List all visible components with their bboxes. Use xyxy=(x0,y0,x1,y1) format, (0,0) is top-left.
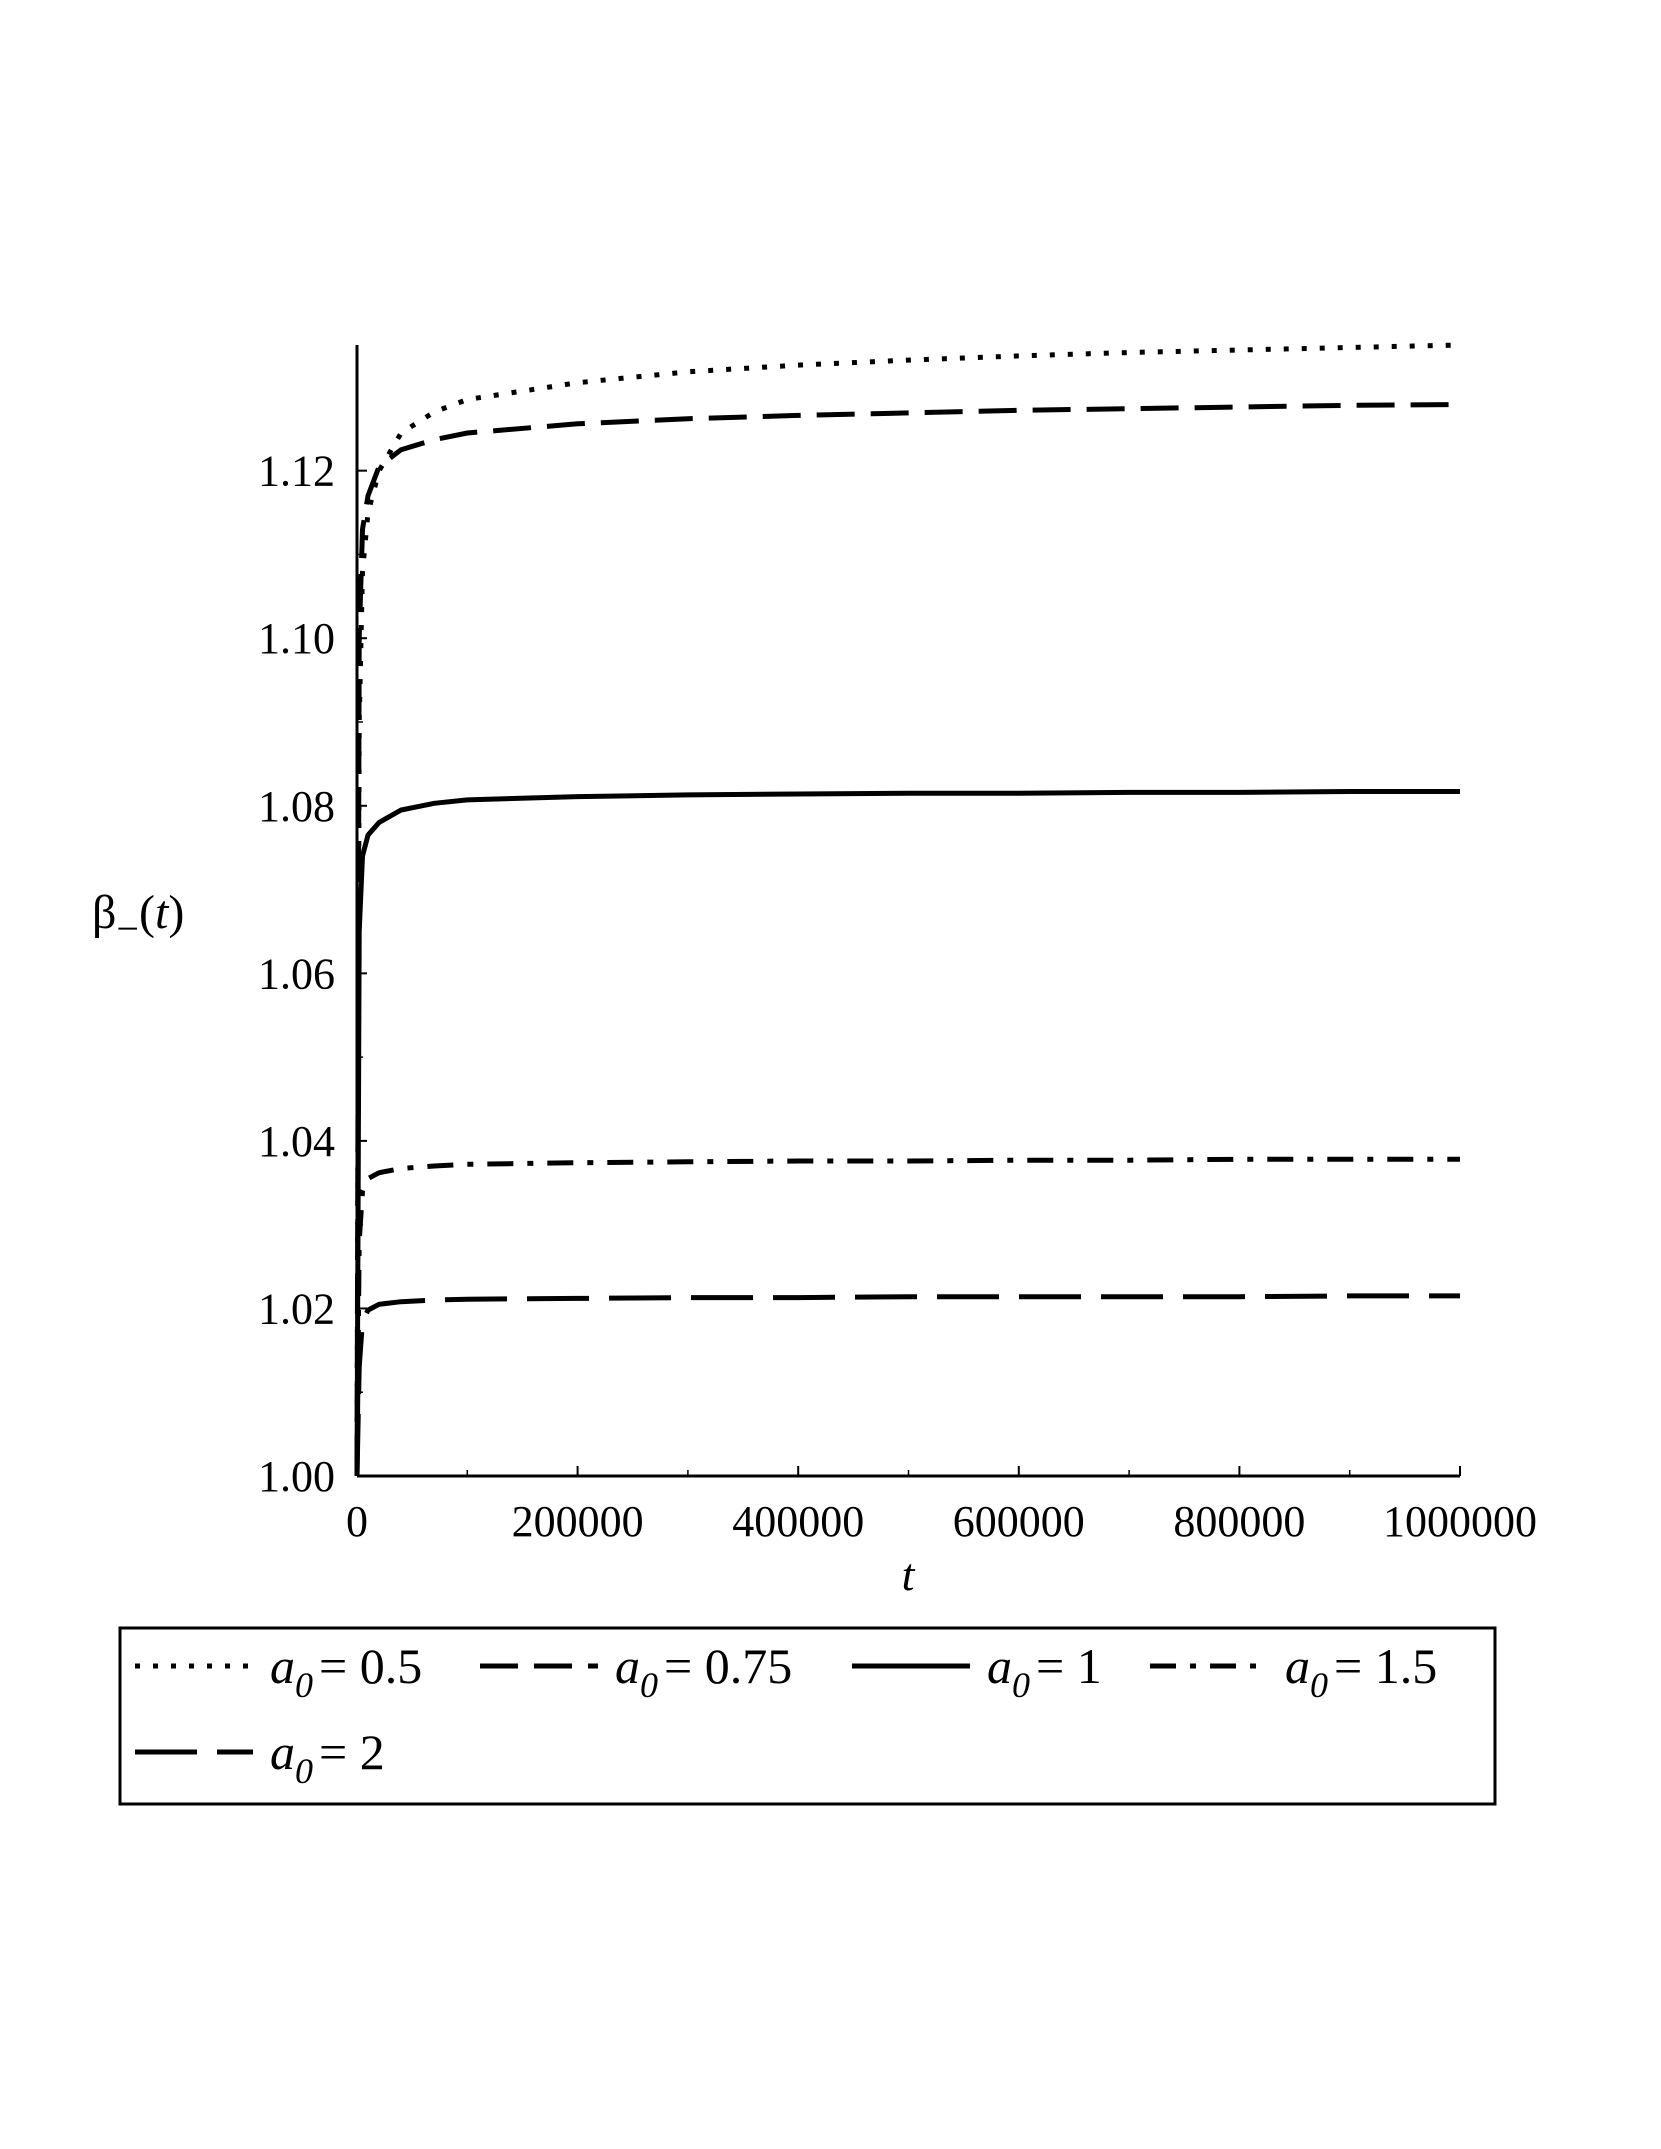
y-tick-label: 1.10 xyxy=(258,614,335,663)
series-line-5 xyxy=(354,1293,1460,1477)
x-tick-label: 0 xyxy=(346,1497,368,1546)
y-tick-label: 1.02 xyxy=(258,1284,335,1333)
y-axis-label-beta: β xyxy=(92,886,116,939)
legend-item-2: a0 = 0.75 xyxy=(480,1638,792,1705)
tick-labels: 0 200000 400000 600000 800000 1000000 1.00 1.02… xyxy=(258,447,1537,1546)
y-axis-label: β−(t) xyxy=(92,886,184,951)
series-line-1 xyxy=(354,342,1461,1477)
legend-label: a0 = 0.75 xyxy=(615,1638,792,1705)
legend-box xyxy=(118,1626,1497,1806)
plot-area xyxy=(354,342,1461,1477)
legend-label: a0 = 2 xyxy=(270,1724,385,1791)
x-tick-label: 200000 xyxy=(512,1497,644,1546)
x-tick-label: 1000000 xyxy=(1383,1497,1537,1546)
y-tick-label: 1.06 xyxy=(258,949,335,998)
x-tick-label: 600000 xyxy=(953,1497,1085,1546)
series-line-4 xyxy=(354,1156,1460,1477)
axes xyxy=(355,345,1460,1478)
x-tick-label: 400000 xyxy=(732,1497,864,1546)
y-tick-label: 1.04 xyxy=(258,1117,335,1166)
y-tick-label: 1.08 xyxy=(258,782,335,831)
tick-marks xyxy=(356,469,1461,1477)
series-line-3 xyxy=(354,789,1460,1477)
legend-item-4: a0 = 1.5 xyxy=(1150,1638,1437,1705)
legend-label: a0 = 1.5 xyxy=(1285,1638,1437,1705)
legend: a0 = 0.5 a0 = 0.75 a0 = 1 a0 = 1.5 a0 = 2 xyxy=(118,1626,1497,1806)
legend-label: a0 = 1 xyxy=(987,1638,1102,1705)
legend-items: a0 = 0.5 a0 = 0.75 a0 = 1 a0 = 1.5 a0 = 2 xyxy=(135,1638,1437,1791)
series-line-2 xyxy=(354,402,1461,1477)
y-axis-label-minus: − xyxy=(116,906,139,951)
y-tick-label: 1.12 xyxy=(258,447,335,496)
legend-item-5: a0 = 2 xyxy=(135,1724,385,1791)
legend-item-1: a0 = 0.5 xyxy=(135,1638,422,1705)
y-tick-label: 1.00 xyxy=(258,1452,335,1501)
legend-item-3: a0 = 1 xyxy=(852,1638,1102,1705)
legend-label: a0 = 0.5 xyxy=(270,1638,422,1705)
x-tick-label: 800000 xyxy=(1173,1497,1305,1546)
x-axis-label: t xyxy=(902,1549,916,1600)
y-axis-label-args: (t) xyxy=(139,886,184,939)
